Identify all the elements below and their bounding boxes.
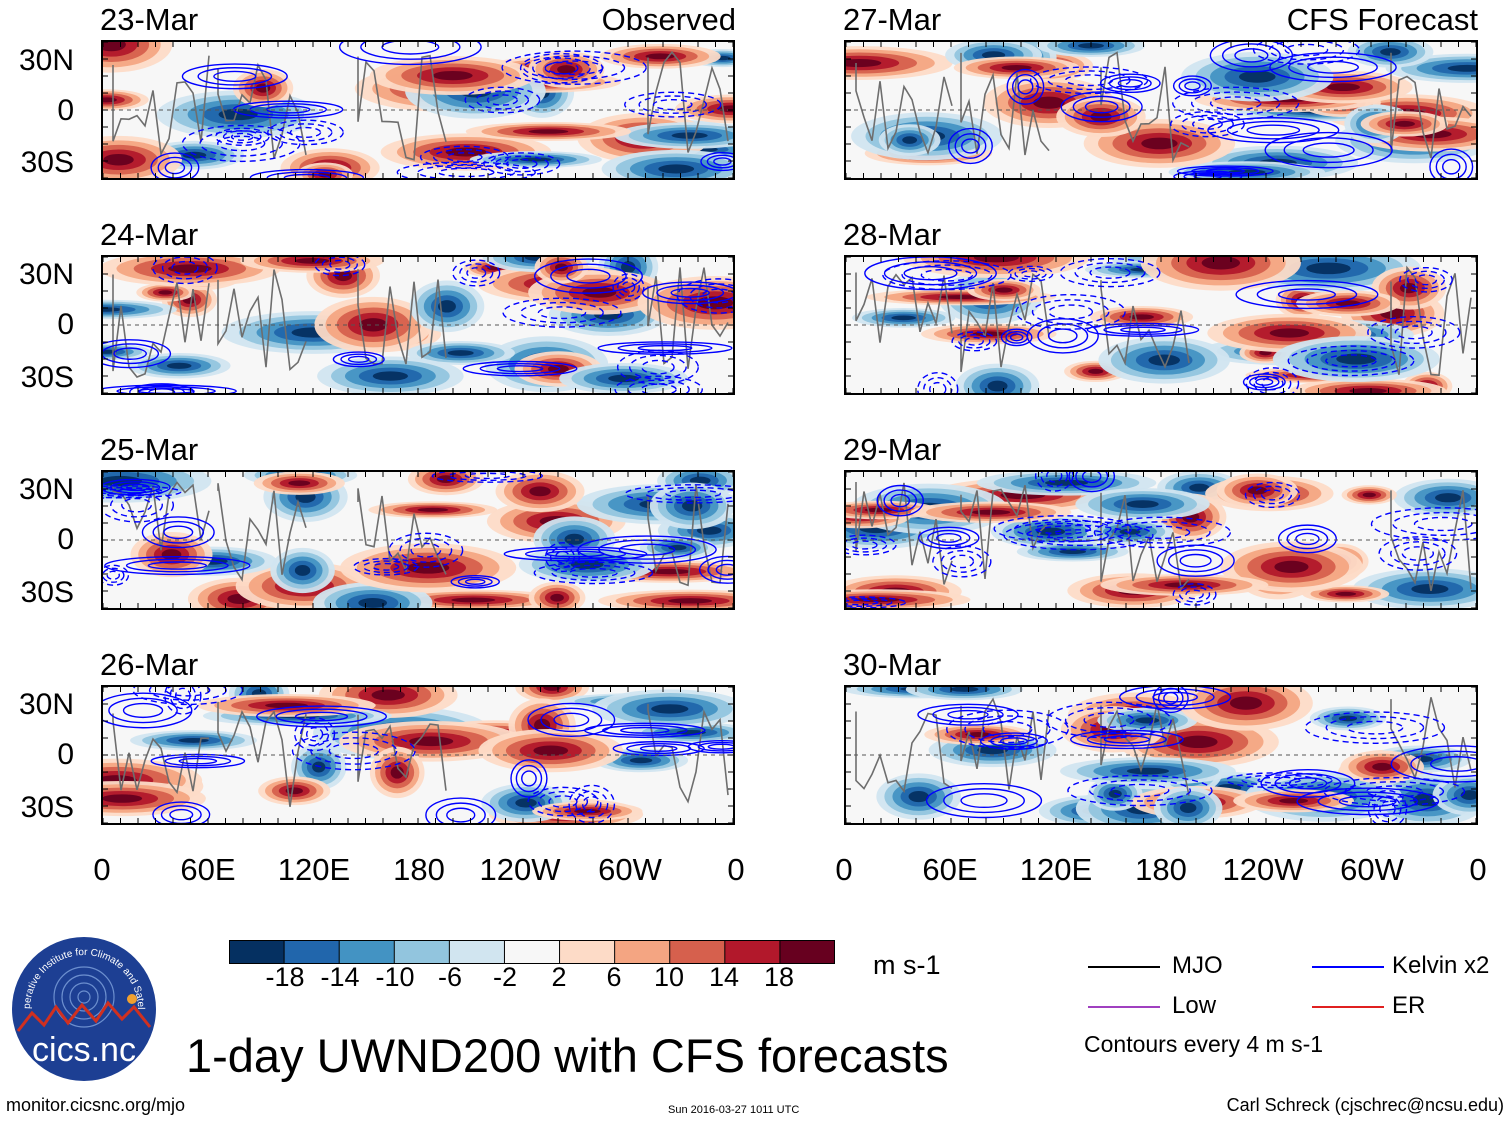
colorbar-swatch (449, 940, 505, 964)
lat-label: 30N (18, 258, 74, 291)
footer-timestamp: Sun 2016-03-27 1011 UTC (668, 1104, 800, 1116)
panel-date-title: 28-Mar (843, 217, 942, 252)
lat-label: 30S (20, 361, 74, 394)
colorbar-tick-label: 14 (708, 962, 740, 992)
lon-label: 0 (835, 852, 853, 887)
coastline (855, 482, 1472, 592)
coastline (855, 265, 1472, 377)
panel-date-title: 25-Mar (100, 432, 199, 467)
colorbar-swatch (669, 940, 726, 964)
footer-author: Carl Schreck (cjschrec@ncsu.edu) (1226, 1095, 1504, 1115)
wave-contours (846, 472, 1476, 608)
lon-label: 60W (1340, 852, 1404, 887)
lon-label: 120W (479, 852, 561, 887)
lon-label: 120E (1019, 852, 1093, 887)
panel-date-title: 29-Mar (843, 432, 942, 467)
contour-note: Contours every 4 m s-1 (1084, 1031, 1324, 1057)
colorbar-swatch (779, 940, 835, 964)
legend-line-mjo (1088, 966, 1160, 968)
colorbar-swatch (339, 940, 395, 964)
legend-label-low: Low (1172, 992, 1217, 1019)
coastline (112, 267, 729, 378)
colorbar-swatch (559, 940, 616, 964)
lon-label: 0 (93, 852, 111, 887)
colorbar-tick-label: -2 (492, 962, 517, 992)
colorbar-tick-label: -6 (437, 962, 462, 992)
coastline (112, 701, 729, 807)
colorbar-swatch (504, 940, 561, 964)
colorbar-units: m s-1 (873, 950, 941, 980)
map-panel (844, 685, 1478, 825)
colorbar-tick-label: 6 (606, 962, 622, 992)
map-panel (844, 470, 1478, 610)
colorbar-swatch (284, 940, 340, 964)
wave-contours (948, 42, 1474, 178)
panel-date-title: 27-Mar (843, 2, 942, 37)
colorbar-tick-label: -18 (265, 962, 305, 992)
colorbar-tick-label: 2 (551, 962, 567, 992)
lat-label: 30S (20, 791, 74, 824)
lat-label: 30N (18, 44, 74, 77)
wave-contours (103, 257, 733, 393)
logo-wordmark: cics.nc (32, 1031, 136, 1069)
panel-date-title: 23-Mar (100, 2, 199, 37)
anomaly-fill (103, 42, 733, 178)
legend-label-kelvin: Kelvin x2 (1392, 952, 1490, 979)
colorbar-swatch (724, 940, 781, 964)
legend-line-low (1088, 1006, 1160, 1008)
map-panel (101, 40, 735, 180)
map-panel (101, 470, 735, 610)
lon-label: 180 (393, 852, 445, 887)
colorbar-tick-label: -10 (375, 962, 415, 992)
lat-label: 0 (57, 523, 74, 556)
lon-label: 180 (1135, 852, 1187, 887)
colorbar-tick-label: 10 (653, 962, 685, 992)
lat-label: 0 (57, 308, 74, 341)
panel-date-title: 30-Mar (843, 647, 942, 682)
colorbar-swatch (614, 940, 671, 964)
lon-label: 120E (277, 852, 351, 887)
panel-date-title: 26-Mar (100, 647, 199, 682)
wave-contours (150, 42, 733, 178)
lon-label: 0 (727, 852, 745, 887)
lon-label: 60E (922, 852, 978, 887)
coastline (855, 51, 1472, 164)
colorbar-swatch (229, 940, 285, 964)
lat-label: 30N (18, 688, 74, 721)
lat-label: 30N (18, 473, 74, 506)
legend-line-kelvin (1312, 966, 1384, 968)
legend-line-er (1312, 1006, 1384, 1008)
panel-date-title: 24-Mar (100, 217, 199, 252)
map-panel (101, 685, 735, 825)
footer-url[interactable]: monitor.cicsnc.org/mjo (6, 1095, 186, 1115)
anomaly-fill (846, 472, 1476, 608)
panel-source-label: Observed (601, 2, 736, 37)
wave-contours (103, 472, 733, 589)
lon-label: 60W (598, 852, 662, 887)
colorbar-tick-label: -14 (320, 962, 360, 992)
wave-contours (864, 257, 1461, 393)
figure-title: 1-day UWND200 with CFS forecasts (186, 1029, 949, 1082)
colorbar-tick-label: 18 (763, 962, 795, 992)
lat-label: 0 (57, 94, 74, 127)
lat-label: 0 (57, 738, 74, 771)
map-panel (844, 40, 1478, 180)
cics-logo: Cooperative Institute for Climate and Sa… (10, 935, 156, 1081)
panel-source-label: CFS Forecast (1286, 2, 1478, 37)
lon-label: 0 (1469, 852, 1487, 887)
lon-label: 120W (1222, 852, 1304, 887)
map-panel (101, 255, 735, 395)
map-panel (844, 255, 1478, 395)
colorbar-swatch (394, 940, 450, 964)
colorbar (229, 940, 835, 964)
lon-label: 60E (180, 852, 236, 887)
legend-label-mjo: MJO (1172, 952, 1223, 979)
lat-label: 30S (20, 146, 74, 179)
legend-label-er: ER (1392, 992, 1426, 1019)
lat-label: 30S (20, 576, 74, 609)
